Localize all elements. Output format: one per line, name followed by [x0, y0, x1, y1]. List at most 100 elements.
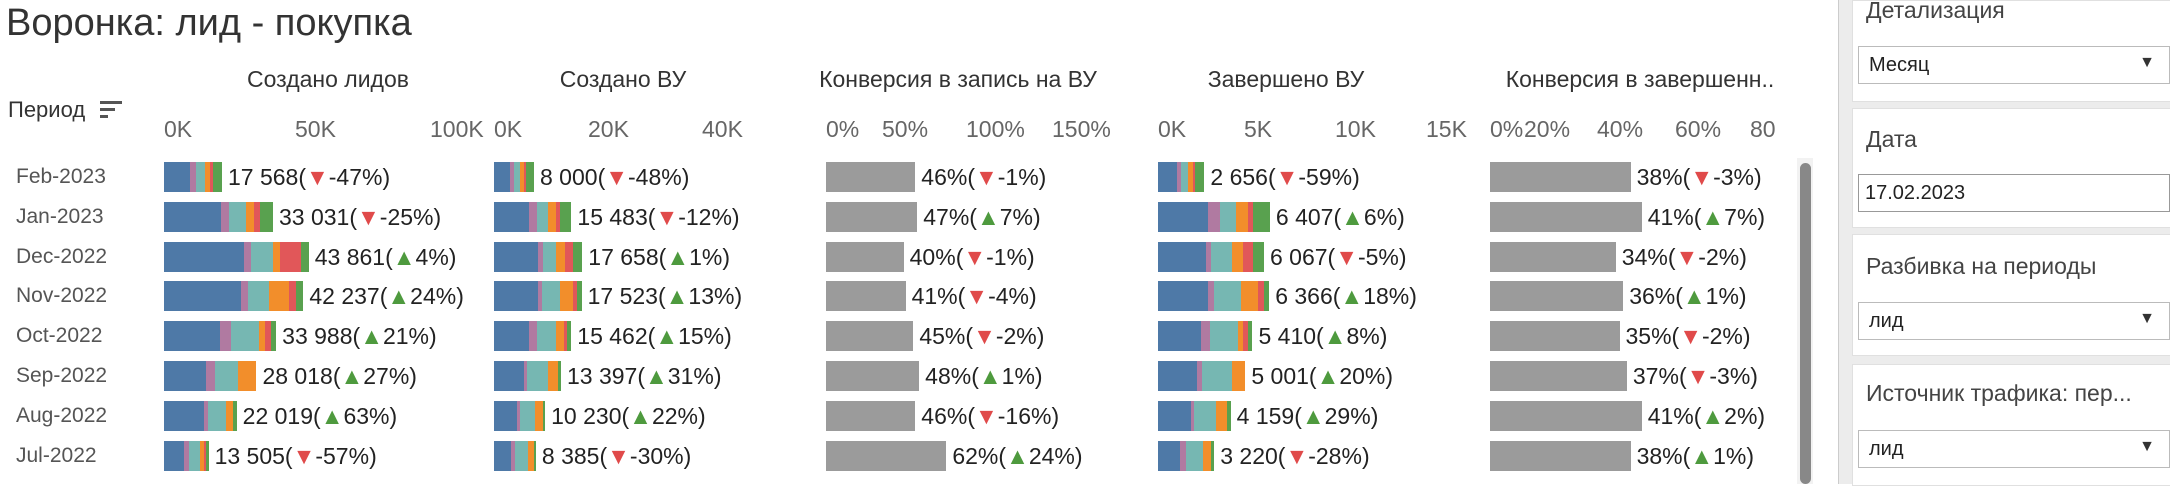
bar-segment[interactable]	[514, 440, 528, 471]
bar-segment[interactable]	[494, 440, 511, 471]
conversion-bar[interactable]	[1490, 201, 1642, 232]
stacked-bar[interactable]	[164, 201, 273, 232]
bar-segment[interactable]	[534, 400, 543, 431]
stacked-bar[interactable]	[1158, 321, 1253, 352]
bar-segment[interactable]	[195, 162, 205, 192]
bar-segment[interactable]	[494, 241, 539, 272]
detail-level-dropdown[interactable]: Месяц ▼	[1858, 46, 2170, 84]
stacked-bar[interactable]	[164, 162, 222, 192]
bar-segment[interactable]	[494, 400, 518, 431]
conversion-bar[interactable]	[826, 201, 918, 232]
bar-segment[interactable]	[203, 400, 208, 431]
bar-segment[interactable]	[1158, 400, 1191, 431]
bar-segment[interactable]	[1181, 162, 1189, 192]
bar-segment[interactable]	[1247, 321, 1253, 352]
stacked-bar[interactable]	[164, 400, 237, 431]
bar-segment[interactable]	[1232, 361, 1246, 391]
bar-segment[interactable]	[520, 162, 524, 192]
bar-segment[interactable]	[538, 241, 543, 272]
bar-segment[interactable]	[289, 281, 297, 312]
conversion-bar[interactable]	[1490, 321, 1620, 352]
sort-icon[interactable]	[100, 101, 122, 119]
bar-segment[interactable]	[528, 321, 537, 352]
bar-segment[interactable]	[542, 241, 556, 272]
bar-segment[interactable]	[1202, 440, 1212, 471]
period-header[interactable]: Период	[8, 97, 86, 122]
bar-segment[interactable]	[1205, 241, 1211, 272]
bar-segment[interactable]	[214, 361, 238, 391]
bar-segment[interactable]	[1158, 241, 1206, 272]
bar-segment[interactable]	[164, 281, 241, 312]
bar-segment[interactable]	[213, 162, 222, 192]
bar-segment[interactable]	[524, 162, 526, 192]
bar-segment[interactable]	[559, 281, 573, 312]
bar-segment[interactable]	[240, 281, 248, 312]
traffic-source-dropdown[interactable]: лид ▼	[1858, 430, 2170, 468]
bar-segment[interactable]	[237, 361, 257, 391]
conversion-bar[interactable]	[826, 241, 904, 272]
bar-segment[interactable]	[1192, 162, 1196, 192]
bar-segment[interactable]	[533, 440, 536, 471]
stacked-bar[interactable]	[1158, 162, 1205, 192]
conversion-bar[interactable]	[826, 321, 914, 352]
stacked-bar[interactable]	[494, 321, 572, 352]
bar-segment[interactable]	[542, 281, 560, 312]
bar-segment[interactable]	[250, 241, 273, 272]
bar-segment[interactable]	[188, 440, 200, 471]
stacked-bar[interactable]	[1158, 241, 1264, 272]
stacked-bar[interactable]	[164, 321, 277, 352]
conversion-bar[interactable]	[826, 440, 947, 471]
stacked-bar[interactable]	[494, 440, 536, 471]
bar-segment[interactable]	[1197, 361, 1202, 391]
stacked-bar[interactable]	[494, 361, 561, 391]
stacked-bar[interactable]	[164, 440, 209, 471]
bar-segment[interactable]	[184, 440, 189, 471]
bar-segment[interactable]	[1213, 281, 1242, 312]
bar-segment[interactable]	[527, 361, 548, 391]
conversion-bar[interactable]	[826, 162, 916, 192]
bar-segment[interactable]	[1158, 281, 1209, 312]
conversion-bar[interactable]	[826, 361, 920, 391]
bar-segment[interactable]	[1253, 241, 1264, 272]
bar-segment[interactable]	[1158, 361, 1198, 391]
stacked-bar[interactable]	[494, 400, 546, 431]
bar-segment[interactable]	[210, 162, 214, 192]
bar-segment[interactable]	[164, 400, 204, 431]
bar-segment[interactable]	[1247, 201, 1254, 232]
bar-segment[interactable]	[1201, 361, 1233, 391]
bar-segment[interactable]	[1258, 281, 1264, 312]
bar-segment[interactable]	[542, 400, 546, 431]
stacked-bar[interactable]	[164, 361, 257, 391]
bar-segment[interactable]	[1243, 321, 1248, 352]
bar-segment[interactable]	[573, 241, 583, 272]
bar-segment[interactable]	[296, 281, 304, 312]
bar-segment[interactable]	[1226, 400, 1231, 431]
bar-segment[interactable]	[1158, 440, 1181, 471]
conversion-bar[interactable]	[1490, 281, 1624, 312]
bar-segment[interactable]	[164, 201, 221, 232]
bar-segment[interactable]	[204, 162, 211, 192]
bar-segment[interactable]	[563, 321, 568, 352]
bar-segment[interactable]	[1238, 321, 1244, 352]
bar-segment[interactable]	[254, 201, 260, 232]
stacked-bar[interactable]	[1158, 440, 1215, 471]
bar-segment[interactable]	[1158, 162, 1177, 192]
bar-segment[interactable]	[1190, 400, 1195, 431]
bar-segment[interactable]	[1188, 162, 1193, 192]
bar-segment[interactable]	[1186, 440, 1203, 471]
bar-segment[interactable]	[527, 440, 534, 471]
stacked-bar[interactable]	[494, 201, 572, 232]
bar-segment[interactable]	[1180, 440, 1187, 471]
bar-segment[interactable]	[272, 241, 280, 272]
bar-segment[interactable]	[567, 321, 572, 352]
bar-segment[interactable]	[548, 201, 556, 232]
bar-segment[interactable]	[1241, 281, 1259, 312]
stacked-bar[interactable]	[494, 162, 534, 192]
stacked-bar[interactable]	[164, 281, 304, 312]
bar-segment[interactable]	[1211, 440, 1215, 471]
bar-segment[interactable]	[1200, 321, 1210, 352]
conversion-bar[interactable]	[1490, 241, 1616, 272]
stacked-bar[interactable]	[164, 241, 309, 272]
bar-segment[interactable]	[494, 201, 529, 232]
bar-segment[interactable]	[1195, 162, 1205, 192]
